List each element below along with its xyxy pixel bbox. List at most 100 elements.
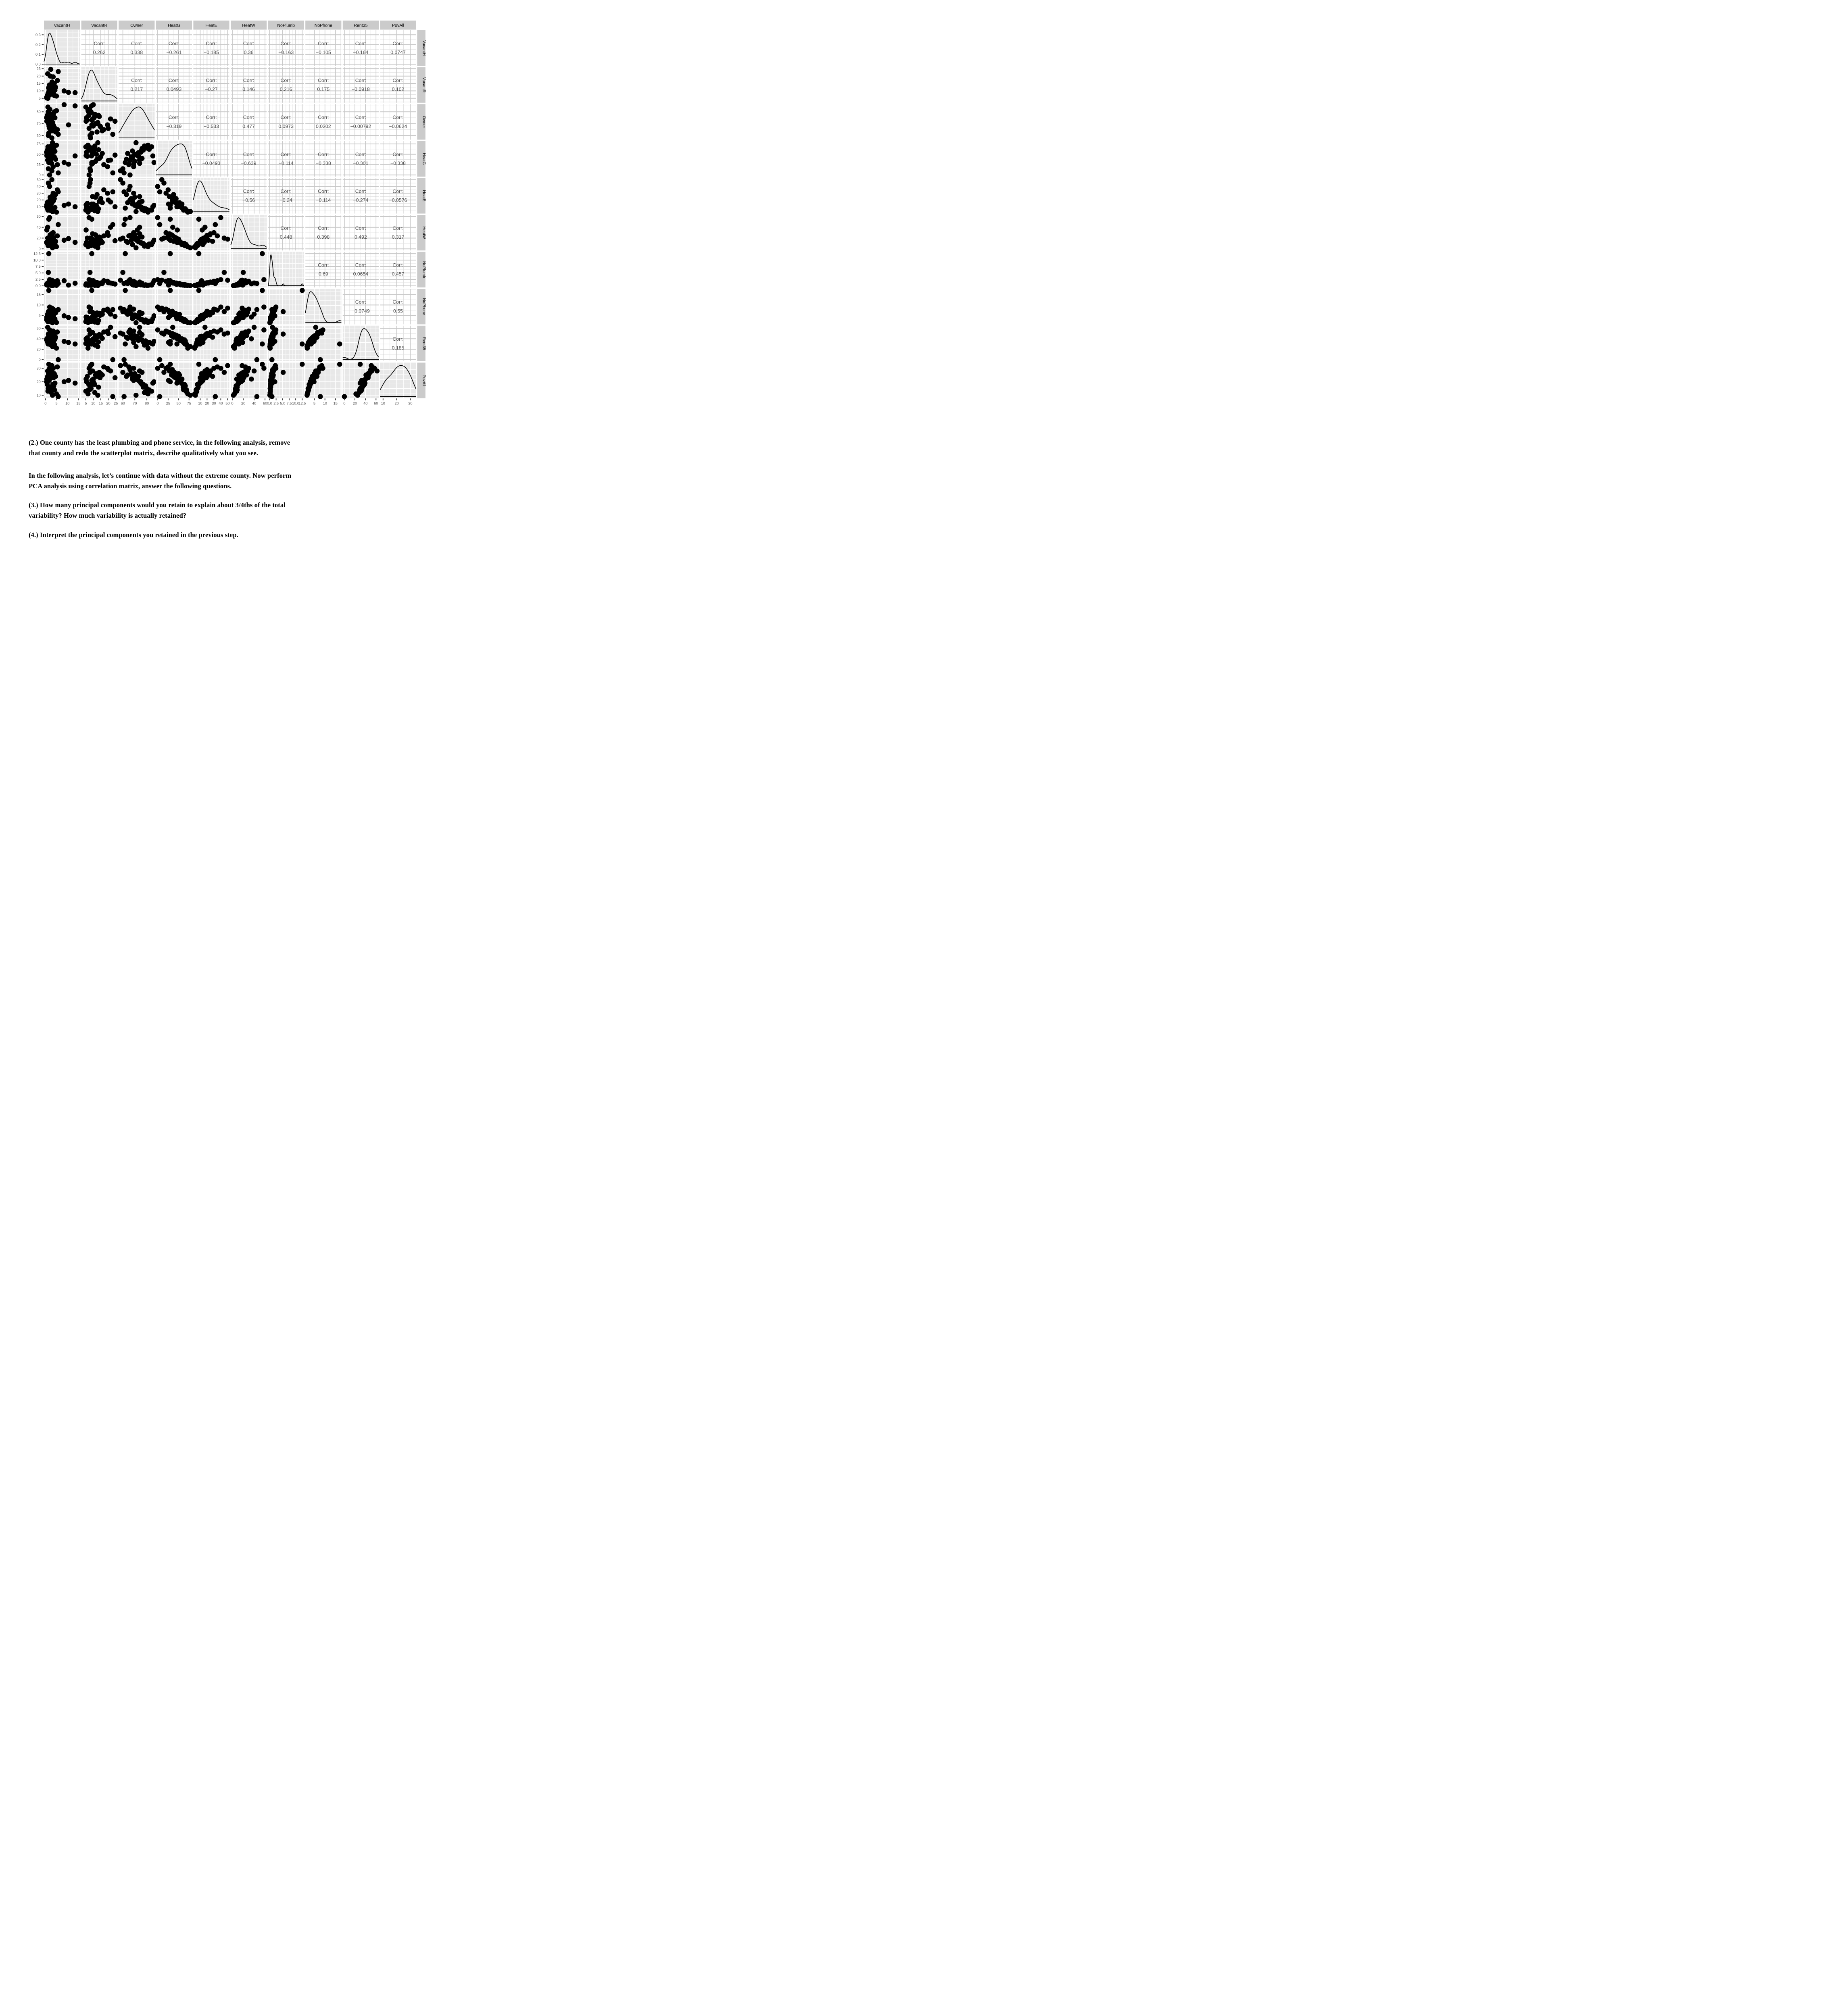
- svg-text:15: 15: [76, 402, 80, 406]
- y-axis-ticks: 0.00.10.20.35101520256070800255075102030…: [33, 33, 44, 397]
- corr-value: 0.69: [319, 271, 328, 277]
- svg-text:25: 25: [166, 402, 170, 406]
- svg-text:15: 15: [334, 402, 338, 406]
- panel-PovAll-NoPhone: [304, 362, 342, 399]
- page: Corr: 0.262 Corr: 0.338 Corr: −0.261 Corr: −0.1…: [0, 0, 458, 557]
- svg-text:5: 5: [85, 402, 87, 406]
- panel-Rent35-HeatG: [155, 325, 193, 362]
- corr-label: Corr:: [206, 41, 217, 46]
- panel-Rent35-HeatW: [231, 325, 267, 362]
- svg-text:25: 25: [37, 162, 41, 167]
- svg-text:20: 20: [353, 402, 357, 406]
- panel-HeatG-VacantR: [81, 140, 118, 178]
- corr-value: 0.36: [244, 50, 254, 55]
- corr-label: Corr:: [243, 188, 254, 194]
- svg-text:HeatE: HeatE: [421, 190, 426, 202]
- panel-HeatG-HeatG: [156, 141, 192, 177]
- svg-text:40: 40: [252, 402, 256, 406]
- panel-Rent35-PovAll: Corr: 0.185: [380, 325, 416, 361]
- svg-text:VacantR: VacantR: [421, 77, 426, 93]
- panel-HeatG-HeatE: Corr: −0.0493: [193, 141, 229, 177]
- row-strip-NoPhone: NoPhone: [417, 289, 426, 325]
- panel-NoPlumb-HeatE: [192, 251, 230, 288]
- panel-Owner-NoPlumb: Corr: 0.0973: [268, 104, 304, 140]
- panel-PovAll-HeatW: [231, 362, 267, 399]
- corr-value: −0.0624: [389, 123, 407, 129]
- panel-NoPlumb-NoPhone: Corr: 0.69: [305, 252, 342, 287]
- corr-value: 0.146: [242, 87, 255, 92]
- svg-text:0: 0: [39, 358, 41, 362]
- corr-value: −0.56: [242, 197, 255, 203]
- corr-value: −0.0918: [352, 87, 370, 92]
- pairs-plot-figure: Corr: 0.262 Corr: 0.338 Corr: −0.261 Corr: −0.1…: [0, 0, 458, 419]
- row-strip-VacantR: VacantR: [417, 67, 426, 103]
- corr-label: Corr:: [243, 115, 254, 120]
- corr-value: 0.448: [280, 234, 292, 240]
- svg-text:20: 20: [37, 74, 41, 78]
- svg-text:40: 40: [219, 402, 223, 406]
- svg-text:30: 30: [37, 191, 41, 195]
- corr-label: Corr:: [392, 188, 403, 194]
- panel-Rent35-NoPhone: [304, 325, 342, 362]
- panel-VacantH-VacantH: [44, 30, 80, 66]
- svg-text:5: 5: [313, 402, 315, 406]
- svg-text:20: 20: [106, 402, 110, 406]
- panel-HeatE-HeatG: [155, 177, 193, 215]
- corr-label: Corr:: [318, 225, 329, 231]
- row-strip-VacantH: VacantH: [417, 30, 426, 66]
- corr-label: Corr:: [281, 225, 292, 231]
- svg-text:10: 10: [37, 393, 41, 397]
- svg-text:5: 5: [39, 313, 41, 317]
- corr-label: Corr:: [318, 262, 329, 268]
- corr-value: 0.0973: [278, 123, 294, 129]
- svg-text:30: 30: [408, 402, 412, 406]
- panel-PovAll-HeatE: [192, 362, 230, 399]
- panel-PovAll-VacantR: [81, 362, 118, 399]
- corr-value: 0.217: [130, 87, 143, 92]
- svg-text:40: 40: [37, 185, 41, 189]
- panel-HeatW-HeatW: [230, 215, 267, 251]
- panel-HeatW-NoPhone: Corr: 0.398: [305, 215, 342, 251]
- panel-Owner-HeatG: Corr: −0.319: [156, 104, 192, 140]
- corr-label: Corr:: [392, 78, 403, 83]
- panel-Owner-HeatE: Corr: −0.533: [193, 104, 229, 140]
- panel-HeatE-VacantR: [81, 177, 118, 215]
- corr-value: −0.639: [241, 160, 257, 166]
- svg-text:15: 15: [37, 293, 41, 297]
- svg-text:20: 20: [37, 198, 41, 202]
- panel-HeatW-VacantR: [81, 215, 118, 251]
- corr-label: Corr:: [355, 225, 366, 231]
- corr-label: Corr:: [318, 78, 329, 83]
- panel-HeatW-Owner: [118, 215, 157, 251]
- corr-label: Corr:: [131, 41, 142, 46]
- panel-HeatE-Owner: [118, 177, 157, 215]
- corr-value: −0.533: [204, 123, 219, 129]
- svg-text:10: 10: [37, 303, 41, 307]
- corr-label: Corr:: [281, 78, 292, 83]
- corr-label: Corr:: [281, 188, 292, 194]
- svg-text:30: 30: [212, 402, 216, 406]
- panel-Owner-NoPhone: Corr: 0.0202: [305, 104, 342, 140]
- panel-HeatE-HeatE: [193, 178, 229, 214]
- corr-value: 0.398: [317, 234, 329, 240]
- corr-value: −0.319: [166, 123, 181, 129]
- svg-text:40: 40: [363, 402, 367, 406]
- svg-text:Rent35: Rent35: [421, 337, 426, 350]
- panel-NoPhone-VacantH: [44, 288, 80, 325]
- svg-text:40: 40: [37, 337, 41, 341]
- panel-NoPlumb-HeatW: [231, 251, 267, 288]
- svg-text:80: 80: [37, 110, 41, 114]
- svg-text:Owner: Owner: [421, 116, 426, 128]
- panel-PovAll-PovAll: [380, 362, 417, 398]
- svg-text:10.0: 10.0: [292, 402, 299, 406]
- svg-text:0.0: 0.0: [35, 62, 41, 66]
- panel-PovAll-HeatG: [155, 362, 193, 399]
- panel-HeatW-PovAll: Corr: 0.317: [380, 215, 416, 251]
- svg-text:60: 60: [374, 402, 378, 406]
- panel-Rent35-Owner: [118, 325, 157, 362]
- svg-text:NoPlumb: NoPlumb: [421, 261, 426, 278]
- corr-label: Corr:: [392, 299, 403, 305]
- corr-label: Corr:: [169, 78, 179, 83]
- corr-label: Corr:: [318, 152, 329, 157]
- corr-value: −0.163: [278, 50, 294, 55]
